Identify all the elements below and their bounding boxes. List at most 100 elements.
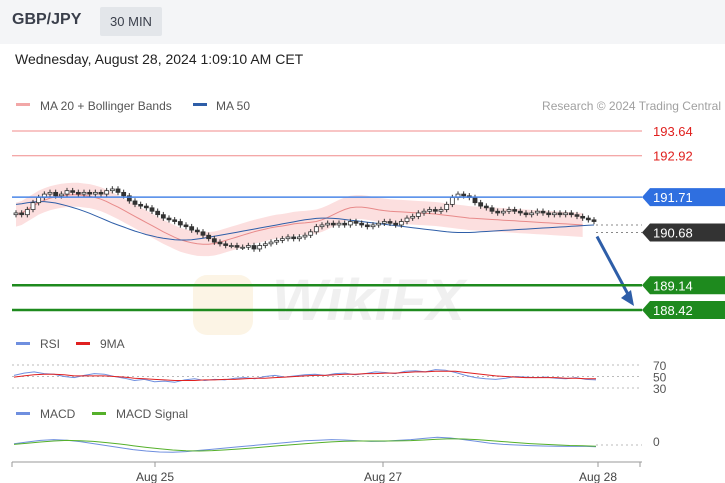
level-label-support: 189.14: [653, 278, 693, 293]
candle-body: [279, 238, 285, 241]
rsi-legend: RSI 9MA: [16, 337, 125, 351]
legend-rsi-swatch: [16, 342, 30, 345]
candle-body: [98, 191, 104, 195]
candle-body: [415, 212, 421, 217]
candle-body: [104, 190, 110, 195]
rsi-tick-label: 50: [653, 371, 667, 385]
candle-body: [121, 191, 127, 197]
candle-body: [115, 188, 121, 193]
ma20-line: [15, 194, 583, 245]
candle-body: [251, 245, 257, 250]
candle-body: [529, 212, 535, 216]
candle-body: [472, 197, 478, 204]
x-tick-label: Aug 28: [579, 470, 617, 483]
candle-body: [53, 191, 59, 197]
candle-body: [13, 212, 19, 216]
candle-body: [194, 229, 200, 233]
candle-body: [580, 215, 586, 219]
candle-body: [330, 222, 336, 226]
candle-body: [410, 215, 416, 219]
rsi-tick-label: 70: [653, 359, 667, 373]
legend-macd-swatch: [16, 412, 30, 415]
forecast-arrow: [595, 235, 632, 299]
candle-body: [313, 226, 319, 233]
currency-pair-title: GBP/JPY: [12, 11, 82, 28]
candle-body: [370, 224, 376, 228]
candle-body: [24, 209, 30, 216]
candle-body: [438, 209, 444, 212]
candle-body: [444, 203, 450, 210]
candle-body: [342, 222, 348, 226]
watermark-logo-icon: [193, 275, 253, 335]
candle-body: [376, 222, 382, 226]
candle-body: [427, 209, 433, 212]
candle-body: [189, 226, 195, 231]
macd-plot: 0: [13, 435, 660, 453]
candle-body: [568, 212, 574, 216]
candle-body: [308, 231, 314, 236]
x-tick-label: Aug 27: [364, 470, 402, 483]
candle-body: [563, 212, 569, 216]
rsi-line: [13, 369, 597, 383]
candle-body: [177, 221, 183, 226]
candle-body: [285, 236, 291, 240]
candle-body: [64, 190, 70, 195]
candle-body: [274, 239, 280, 243]
legend-9ma-label: 9MA: [100, 337, 125, 351]
rsi-tick-label: 30: [653, 382, 667, 396]
level-tag-support: [642, 276, 725, 295]
legend-ma20-swatch: [16, 103, 30, 106]
candle-body: [92, 191, 98, 195]
legend-ma50-label: MA 50: [216, 99, 250, 113]
candle-body: [336, 222, 342, 226]
candle-body: [432, 209, 438, 212]
candle-body: [206, 234, 212, 240]
candle-body: [36, 197, 42, 204]
candle-body: [302, 234, 308, 238]
legend-macd-signal-swatch: [92, 412, 106, 415]
level-label-current: 190.68: [653, 226, 693, 241]
watermark: WikiFX: [193, 268, 468, 335]
candle-body: [81, 191, 87, 195]
candle-body: [364, 224, 370, 228]
level-tag-current: [642, 223, 725, 242]
candle-body: [223, 243, 229, 246]
candle-body: [449, 197, 455, 205]
candle-body: [483, 205, 489, 209]
legend-macd-label: MACD: [40, 407, 76, 421]
candle-body: [325, 222, 331, 226]
bollinger-band: [16, 182, 583, 257]
level-label-resistance: 192.92: [653, 149, 693, 164]
candle-body: [47, 191, 53, 195]
candle-body: [506, 209, 512, 212]
candle-body: [183, 224, 189, 228]
macd-signal-line: [13, 438, 597, 452]
candle-body: [234, 245, 240, 248]
legend-ma20-label: MA 20 + Bollinger Bands: [40, 99, 172, 113]
legend-ma50-swatch: [193, 103, 207, 106]
candle-body: [70, 190, 76, 193]
x-axis: Aug 25 Aug 27 Aug 28: [11, 462, 641, 483]
candle-body: [262, 243, 268, 246]
legend-macd-signal-label: MACD Signal: [116, 407, 188, 421]
candle-body: [574, 214, 580, 217]
candle-body: [393, 222, 399, 226]
level-label-resistance: 193.64: [653, 124, 693, 139]
x-tick-label: Aug 25: [136, 470, 174, 483]
candle-body: [512, 209, 518, 212]
legend-rsi-label: RSI: [40, 337, 60, 351]
candle-body: [495, 210, 501, 214]
candle-body: [87, 191, 93, 195]
candle-body: [534, 210, 540, 214]
price-levels: 193.64 192.92 191.71 190.68 189.14 188.42: [12, 124, 725, 319]
candle-body: [228, 245, 234, 247]
candle-body: [478, 202, 484, 207]
main-legend: MA 20 + Bollinger Bands MA 50 Research ©…: [16, 99, 721, 113]
macd-tick-label: 0: [653, 435, 660, 449]
candle-body: [30, 202, 36, 210]
candle-body: [421, 210, 427, 214]
candle-body: [160, 214, 166, 219]
timeframe-button[interactable]: 30 MIN: [100, 7, 162, 36]
